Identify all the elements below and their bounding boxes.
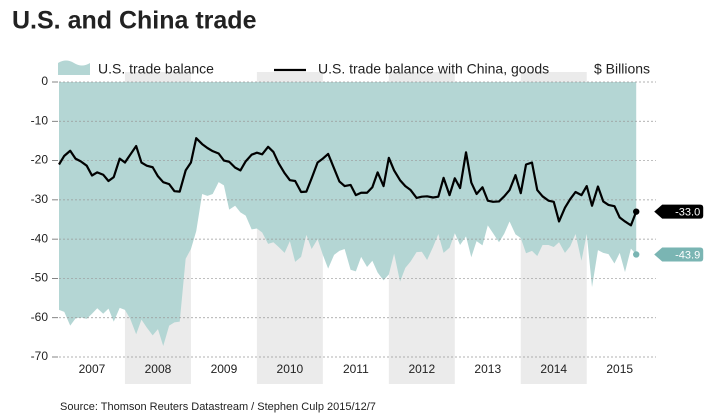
end-label-box [654,247,704,262]
x-tick-label: 2011 [343,362,369,376]
end-label: -43.9 [675,249,700,261]
y-tick-label: -50 [31,271,49,285]
end-point [633,251,640,258]
area [59,82,637,346]
line [58,137,638,227]
end-label-box [654,204,704,219]
x-tick-label: 2008 [145,362,172,376]
legend-label: U.S. trade balance with China, goods [318,61,549,77]
x-tick-label: 2007 [79,362,106,376]
y-tick-label: -70 [31,349,49,363]
source-note: Source: Thomson Reuters Datastream / Ste… [60,401,376,413]
x-tick-label: 2012 [408,362,435,376]
y-tick-label: -10 [31,113,49,127]
legend-label: U.S. trade balance [98,61,214,77]
y-tick-label: 0 [41,74,48,88]
y-tick-label: -30 [31,192,49,206]
end-label: -33.0 [675,207,700,219]
x-tick-label: 2014 [540,362,567,376]
chart-title: U.S. and China trade [12,7,257,35]
end-point [633,208,640,215]
x-tick-label: 2010 [277,362,304,376]
y-tick-label: -40 [31,231,49,245]
y-tick-label: -20 [31,153,49,167]
legend-swatch [58,60,90,75]
unit-label: $ Billions [594,61,650,77]
x-tick-label: 2013 [474,362,501,376]
y-tick-label: -60 [31,310,49,324]
x-tick-label: 2015 [606,362,633,376]
x-tick-label: 2009 [211,362,238,376]
